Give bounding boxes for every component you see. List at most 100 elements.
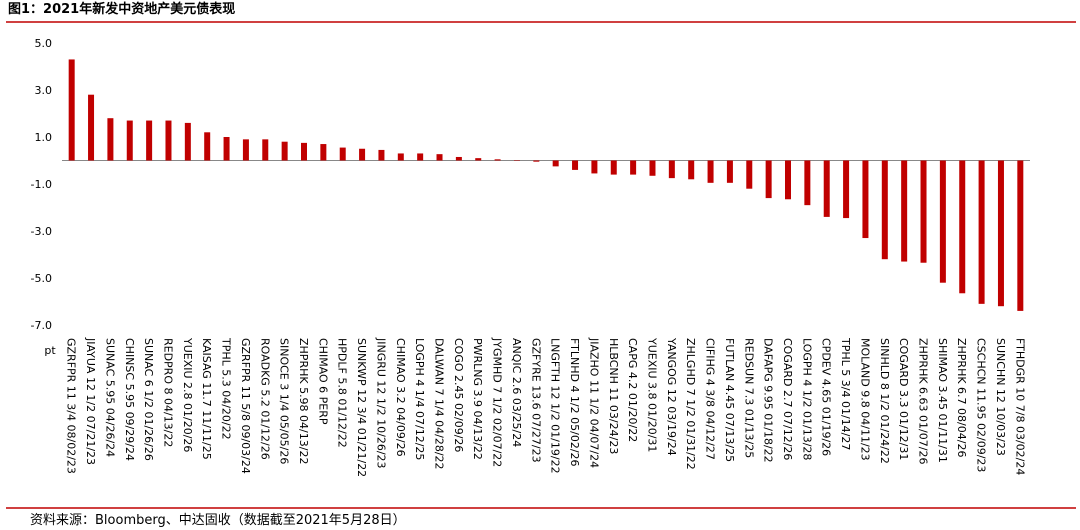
bar [785, 160, 791, 200]
x-tick-label: FTHDGR 10 7/8 03/02/24 [1013, 338, 1026, 475]
bar [978, 160, 985, 304]
bar [726, 160, 733, 183]
y-tick-label: -5.0 [31, 272, 52, 285]
bar [184, 122, 191, 161]
bar [765, 160, 772, 199]
x-tick-label: ZHPRHK 6.7 08/04/26 [955, 338, 968, 457]
x-tick-label: ZHLGHD 7 1/2 01/31/22 [684, 338, 697, 470]
bar [591, 160, 598, 174]
x-tick-label: COGARD 2.7 07/12/26 [781, 338, 794, 460]
x-tick-label: CHINSC 5.95 09/29/24 [123, 338, 136, 461]
bar [823, 160, 830, 217]
bar [920, 160, 927, 263]
x-tick-label: SINOCE 3 1/4 05/05/26 [278, 338, 291, 464]
bar [146, 120, 153, 161]
x-tick-label: SUNCHN 12 10/03/23 [994, 338, 1007, 456]
chart-title: 图1：2021年新发中资地产美元债表现 [8, 1, 235, 17]
bar [610, 160, 617, 175]
x-tick-label: GZRFPR 11 5/8 09/03/24 [239, 338, 252, 474]
x-tick-label: GZRFPR 11 3/4 08/02/23 [65, 338, 78, 474]
x-tick-label: ZHPRHK 5.98 04/13/22 [297, 338, 310, 464]
bar [862, 160, 869, 239]
x-tick-label: YANGOG 12 03/19/24 [665, 337, 678, 456]
bar [881, 160, 888, 260]
x-tick-label: COGO 2.45 02/09/26 [452, 338, 465, 452]
x-tick-label: YUEXIU 3.8 01/20/31 [645, 337, 658, 452]
x-tick-label: LOGPH 4 1/2 01/13/28 [800, 338, 813, 460]
bar [746, 160, 753, 189]
x-tick-label: SUNKWP 12 3/4 01/21/22 [355, 338, 368, 477]
x-tick-label: SHIMAO 3.45 01/11/31 [936, 338, 949, 463]
x-tick-label: FTLNHD 4 1/2 05/02/26 [568, 338, 581, 467]
x-tick-label: GZFYRE 13.6 07/27/23 [529, 338, 542, 463]
x-tick-label: CAPG 4.2 01/20/22 [626, 338, 639, 442]
x-tick-label: CHIMAO 3.2 04/09/26 [394, 338, 407, 457]
x-tick-label: REDPRO 8 04/13/22 [161, 338, 174, 447]
source: 资料来源：Bloomberg、中达固收（数据截至2021年5月28日） [30, 513, 406, 528]
bar [301, 142, 307, 161]
x-tick-label: PWRLNG 3.9 04/13/22 [471, 338, 484, 460]
bar [939, 160, 946, 283]
x-tick-label: CPDEV 4.65 01/19/26 [820, 338, 833, 456]
x-tick-label: SUNAC 5.95 04/26/24 [103, 338, 116, 457]
bar [242, 139, 249, 161]
y-tick-label: 1.0 [35, 131, 53, 144]
bar [165, 120, 172, 161]
bar [455, 156, 462, 161]
bar [223, 137, 230, 161]
x-tick-label: ROADKG 5.2 01/12/26 [258, 338, 271, 460]
bar [436, 154, 443, 161]
x-tick-label: TPHL 5 3/4 01/14/27 [839, 337, 852, 450]
bar [339, 147, 346, 161]
y-tick-label: -1.0 [31, 178, 52, 191]
x-tick-label: DALWAN 7 1/4 04/28/22 [433, 338, 446, 470]
x-tick-label: ZHPRHK 6.63 01/07/26 [917, 338, 930, 464]
bar [552, 160, 559, 167]
bar [359, 148, 366, 161]
x-tick-label: JYGMHD 7 1/2 02/07/22 [491, 337, 504, 467]
bar [68, 59, 75, 161]
bar [126, 120, 133, 161]
y-tick-label: 5.0 [35, 37, 53, 50]
y-tick-label: -3.0 [31, 225, 52, 238]
bar [107, 118, 114, 161]
bar [281, 141, 288, 161]
bar [417, 153, 424, 161]
bar [688, 160, 695, 180]
bar [262, 139, 269, 161]
y-tick-label: -7.0 [31, 319, 52, 332]
bar [843, 160, 850, 219]
bar [997, 160, 1004, 307]
x-tick-label: COGARD 3.3 01/12/31 [897, 338, 910, 460]
x-tick-label: YUEXIU 2.8 01/20/26 [181, 337, 194, 452]
bar [88, 94, 95, 161]
bar [1017, 160, 1024, 311]
x-tick-label: SUNAC 6 1/2 01/26/26 [142, 338, 155, 461]
x-tick-label: ANQIC 2.6 03/25/24 [510, 338, 523, 447]
x-tick-label: TPHL 5.3 04/20/22 [220, 337, 233, 440]
y-axis-label: pt [44, 344, 56, 357]
bar [804, 160, 811, 206]
x-tick-label: FUTLAN 4.45 07/13/25 [723, 338, 736, 462]
bar [475, 158, 482, 161]
x-tick-label: CSCHCN 11.95 02/09/23 [975, 338, 988, 472]
x-tick-label: CHIMAO 6 PERP [316, 338, 329, 425]
bar [533, 160, 540, 162]
x-tick-label: JINGRU 12 1/2 10/26/23 [374, 337, 387, 469]
x-tick-label: HLBCNH 11 03/24/23 [607, 338, 620, 454]
bar [959, 160, 966, 294]
x-tick-label: JIAZHO 11 1/2 04/07/24 [587, 337, 600, 468]
bar [630, 160, 637, 175]
bar [901, 160, 908, 262]
bar [494, 159, 501, 161]
bar [649, 160, 656, 176]
bar [378, 149, 385, 161]
bar [320, 144, 327, 161]
x-tick-label: HPDLF 5.8 01/12/22 [336, 338, 349, 448]
y-tick-label: 3.0 [35, 84, 53, 97]
x-tick-label: KAISAG 11.7 11/11/25 [200, 338, 213, 460]
x-tick-label: MOLAND 9.8 04/11/23 [858, 338, 871, 461]
x-tick-label: DAFAPG 9.95 01/18/22 [762, 338, 775, 463]
x-tick-label: LOGPH 4 1/4 07/12/25 [413, 338, 426, 460]
